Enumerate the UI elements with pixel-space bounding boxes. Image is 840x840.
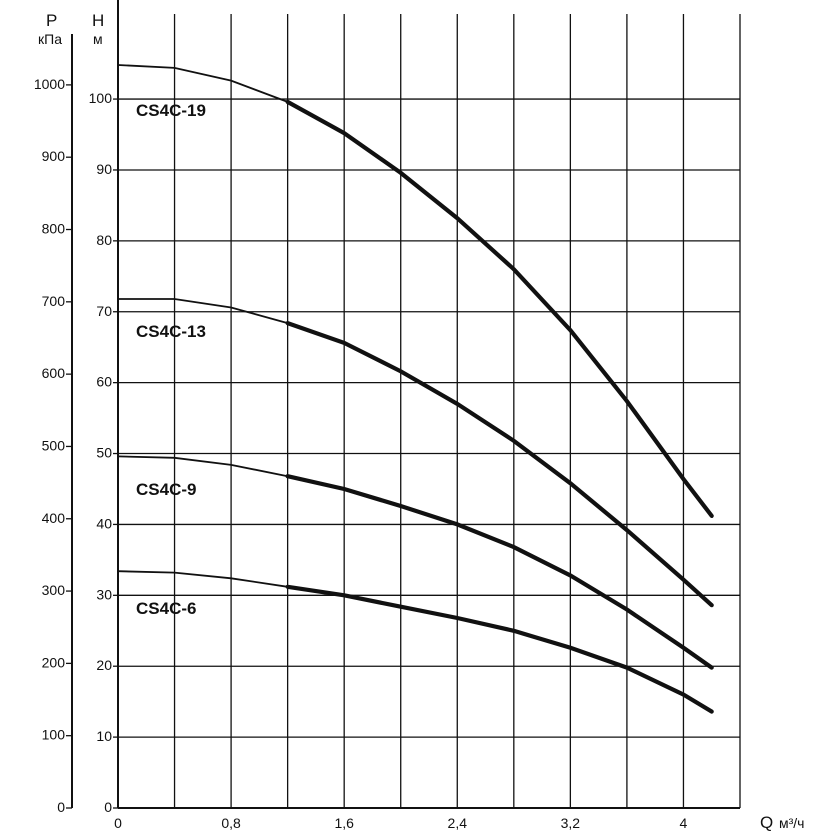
curve-cs4c-13-operating-range <box>285 321 714 608</box>
head-axis-name: H <box>92 11 104 30</box>
head-tick-label: 20 <box>96 657 112 673</box>
head-tick-label: 50 <box>96 445 112 461</box>
series-label-cs4c-9: CS4C-9 <box>136 480 196 499</box>
flow-tick-label: 3,2 <box>561 815 581 831</box>
curve-cs4c-19-low-flow <box>117 64 289 103</box>
head-tick-label: 40 <box>96 515 112 531</box>
tick-labels: 0102030405060708090100010020030040050060… <box>34 76 688 831</box>
flow-axis-unit: м³/ч <box>779 815 804 831</box>
head-tick-label: 90 <box>96 161 112 177</box>
flow-tick-label: 2,4 <box>448 815 468 831</box>
curve-cs4c-13-low-flow <box>117 298 289 324</box>
pressure-tick-label: 300 <box>42 582 66 598</box>
head-tick-label: 60 <box>96 374 112 390</box>
grid <box>118 14 741 808</box>
pressure-tick-label: 400 <box>42 510 66 526</box>
pressure-tick-label: 700 <box>42 293 66 309</box>
head-tick-label: 70 <box>96 303 112 319</box>
flow-tick-label: 0,8 <box>221 815 241 831</box>
flow-axis-name: Q <box>760 813 773 832</box>
curve-cs4c-6-operating-range <box>285 584 714 714</box>
pressure-tick-label: 500 <box>42 437 66 453</box>
flow-tick-label: 1,6 <box>334 815 354 831</box>
pressure-tick-label: 600 <box>42 365 66 381</box>
head-tick-label: 100 <box>89 90 113 106</box>
pressure-tick-label: 200 <box>42 654 66 670</box>
pressure-tick-label: 100 <box>42 727 66 743</box>
series-label-cs4c-19: CS4C-19 <box>136 101 206 120</box>
head-tick-label: 80 <box>96 232 112 248</box>
pressure-axis-unit: кПа <box>38 31 62 47</box>
head-tick-label: 30 <box>96 586 112 602</box>
head-tick-label: 0 <box>104 799 112 815</box>
curve-cs4c-9-operating-range <box>285 474 714 670</box>
pressure-axis-name: P <box>46 11 57 30</box>
series-label-cs4c-13: CS4C-13 <box>136 322 206 341</box>
axes <box>66 0 740 809</box>
pressure-tick-label: 0 <box>57 799 65 815</box>
curve-cs4c-19-operating-range <box>285 99 714 518</box>
series-label-cs4c-6: CS4C-6 <box>136 599 196 618</box>
head-tick-label: 10 <box>96 728 112 744</box>
pressure-tick-label: 800 <box>42 221 66 237</box>
curve-cs4c-9-low-flow <box>117 455 289 478</box>
curve-cs4c-6-low-flow <box>117 570 289 588</box>
pressure-tick-label: 900 <box>42 148 66 164</box>
head-axis-unit: м <box>93 31 103 47</box>
flow-tick-label: 4 <box>680 815 688 831</box>
pressure-tick-label: 1000 <box>34 76 65 92</box>
series-curves <box>117 64 714 714</box>
flow-tick-label: 0 <box>114 815 122 831</box>
